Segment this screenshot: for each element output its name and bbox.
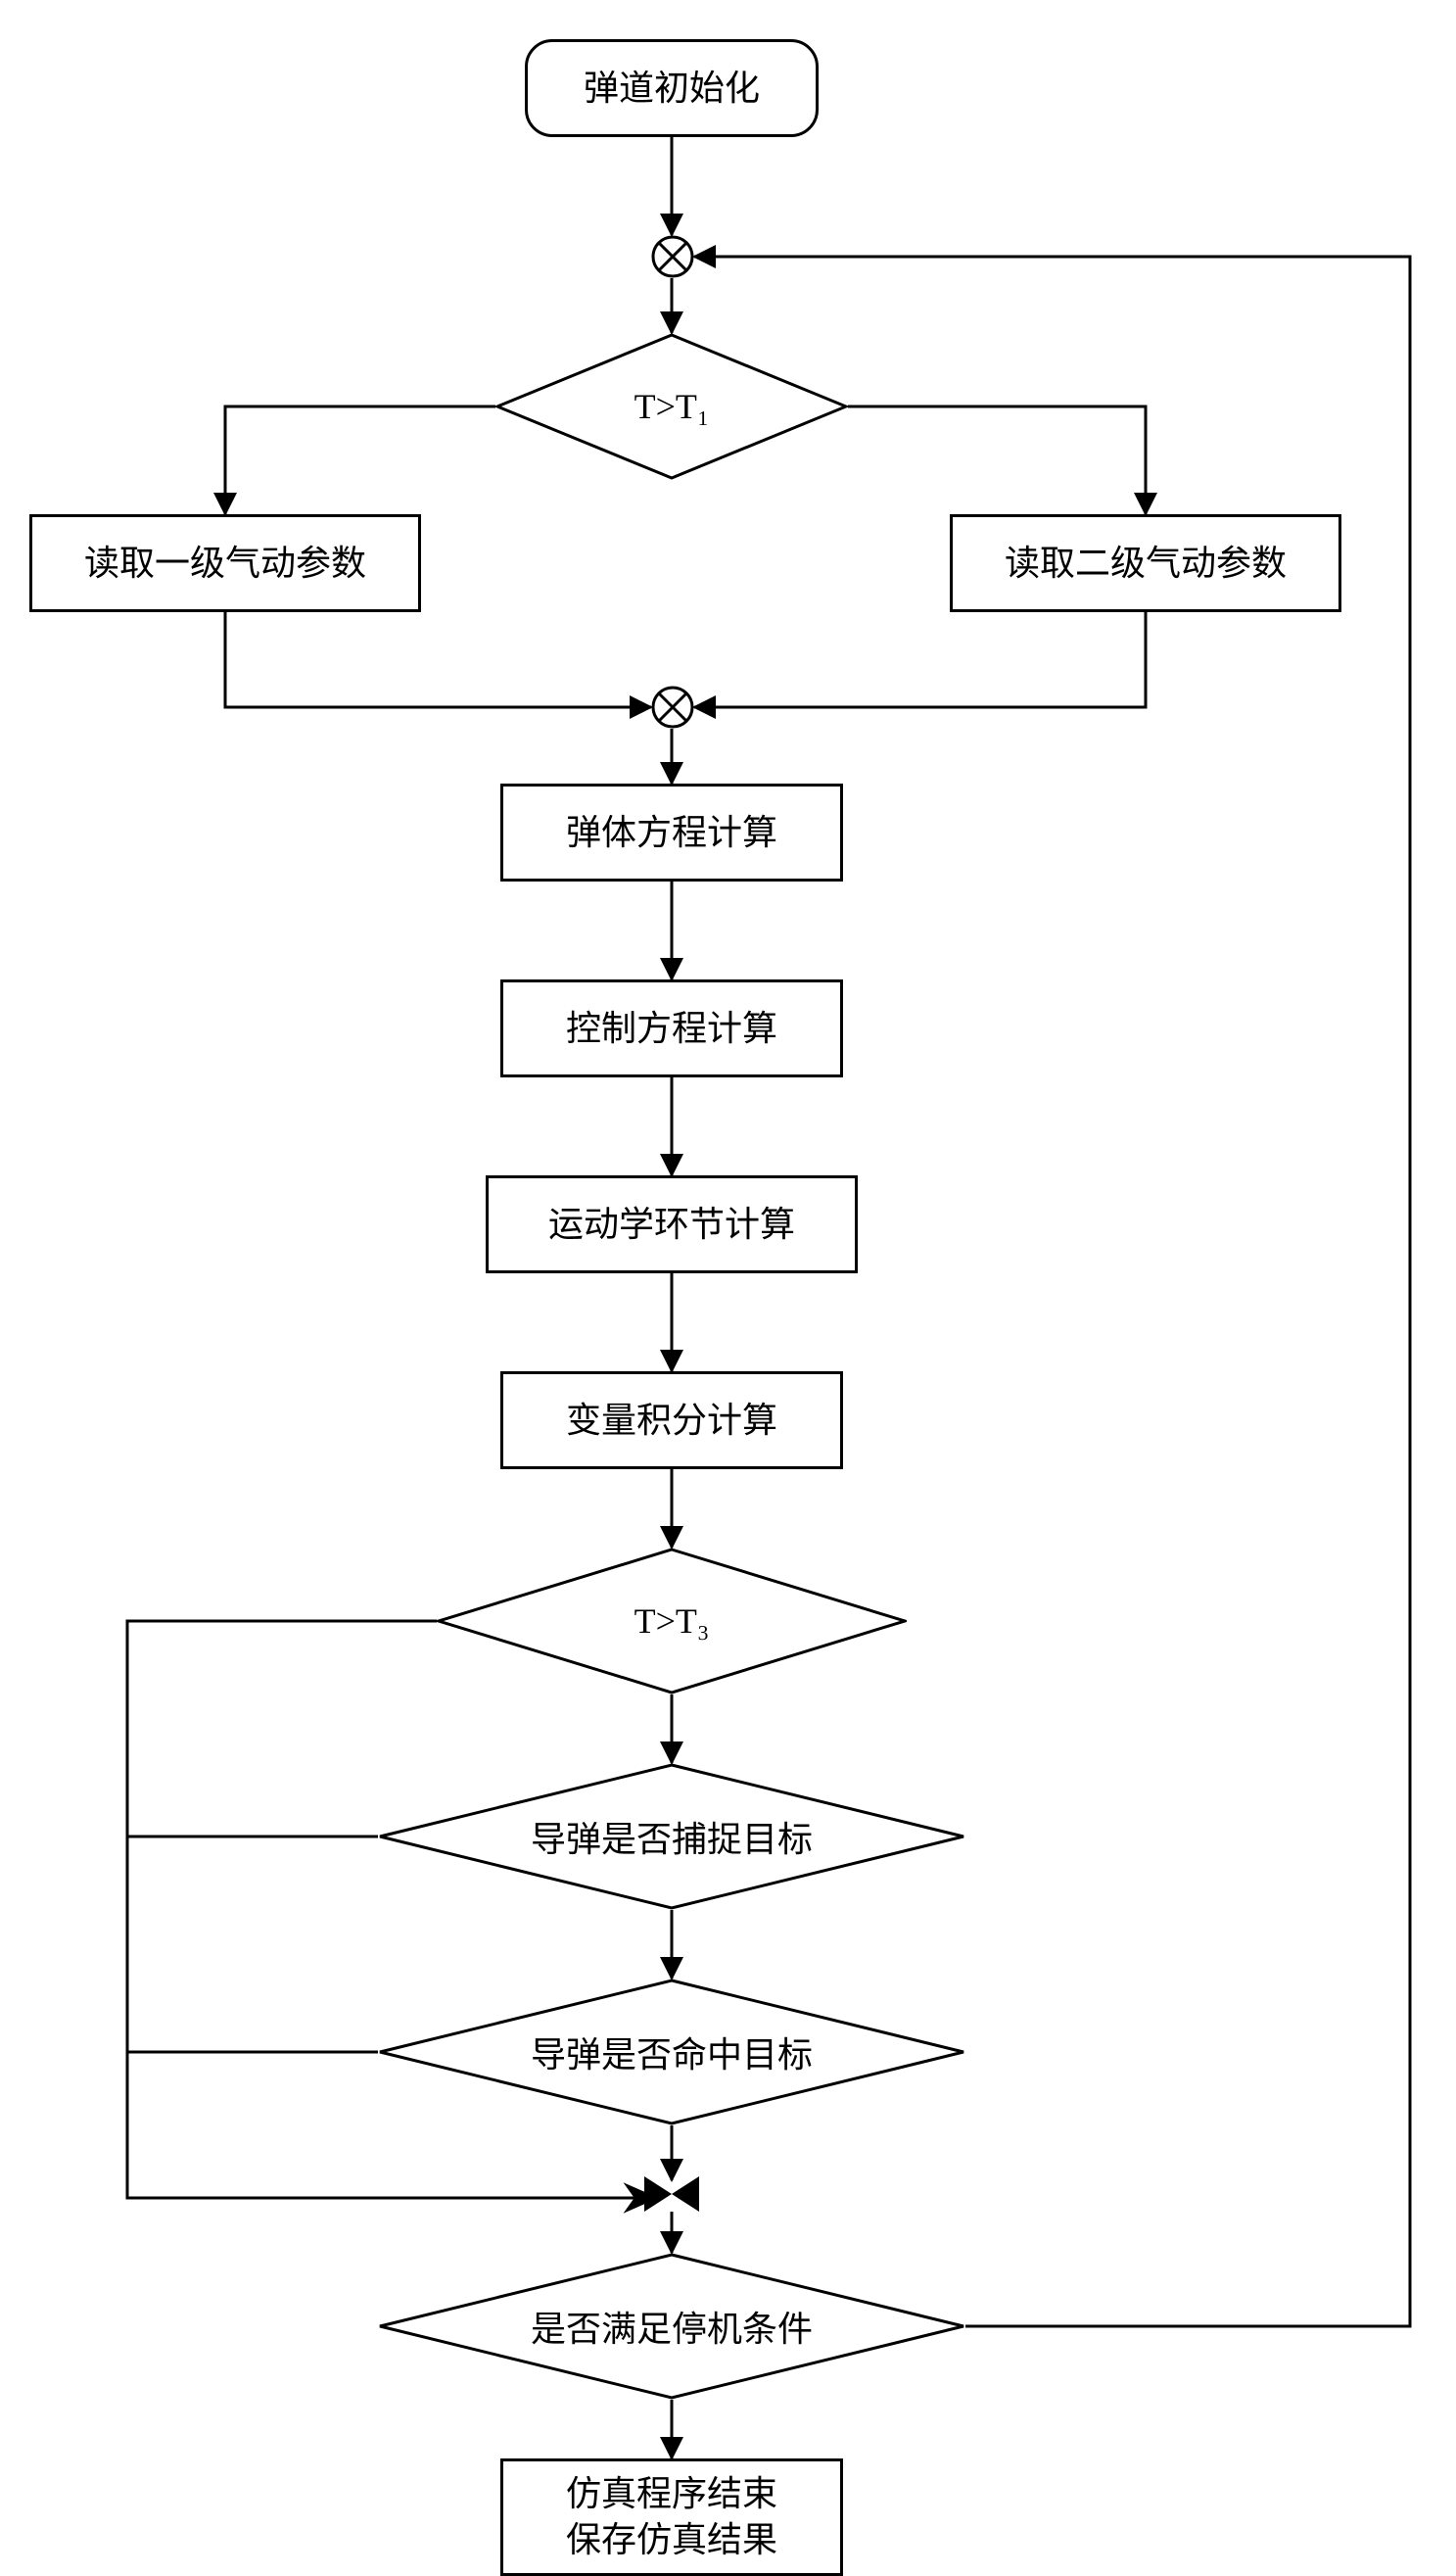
node-dec-hit-label: 导弹是否命中目标 [531, 2027, 813, 2077]
node-junc2 [651, 686, 694, 729]
node-dec-stop-label: 是否满足停机条件 [531, 2301, 813, 2352]
node-dec-hit: 导弹是否命中目标 [378, 1979, 965, 2125]
node-dec-t1: T>T₁ [495, 333, 848, 480]
node-read1-label: 读取一级气动参数 [84, 541, 366, 587]
node-start-label: 弹道初始化 [584, 66, 760, 112]
node-read2: 读取二级气动参数 [950, 514, 1341, 612]
node-end-label: 仿真程序结束 保存仿真结果 [566, 2471, 777, 2563]
edge [225, 406, 495, 514]
node-calc-kine-label: 运动学环节计算 [548, 1202, 795, 1248]
node-calc-ctrl-label: 控制方程计算 [566, 1006, 777, 1052]
node-end: 仿真程序结束 保存仿真结果 [500, 2458, 843, 2576]
node-dec-t3: T>T₃ [437, 1548, 907, 1694]
node-read1: 读取一级气动参数 [29, 514, 421, 612]
node-calc-body: 弹体方程计算 [500, 784, 843, 882]
node-calc-kine: 运动学环节计算 [486, 1175, 858, 1273]
node-calc-ctrl: 控制方程计算 [500, 979, 843, 1077]
edge [848, 406, 1146, 514]
node-dec-t3-label: T>T₃ [634, 1600, 710, 1642]
node-start: 弹道初始化 [525, 39, 819, 137]
node-junc3 [644, 2176, 699, 2212]
flowchart-canvas: 弹道初始化 T>T₁ 读取一级气动参数 读取二级气动参数 弹体方程计算 控制方程… [0, 0, 1456, 2570]
node-integrate: 变量积分计算 [500, 1371, 843, 1469]
edge [694, 612, 1146, 707]
node-calc-body-label: 弹体方程计算 [566, 810, 777, 856]
node-dec-capture: 导弹是否捕捉目标 [378, 1763, 965, 1910]
node-integrate-label: 变量积分计算 [566, 1398, 777, 1444]
node-junc1 [651, 235, 694, 278]
node-dec-capture-label: 导弹是否捕捉目标 [531, 1811, 813, 1862]
edge [225, 612, 651, 707]
node-dec-t1-label: T>T₁ [634, 386, 710, 427]
node-read2-label: 读取二级气动参数 [1005, 541, 1287, 587]
node-dec-stop: 是否满足停机条件 [378, 2253, 965, 2400]
